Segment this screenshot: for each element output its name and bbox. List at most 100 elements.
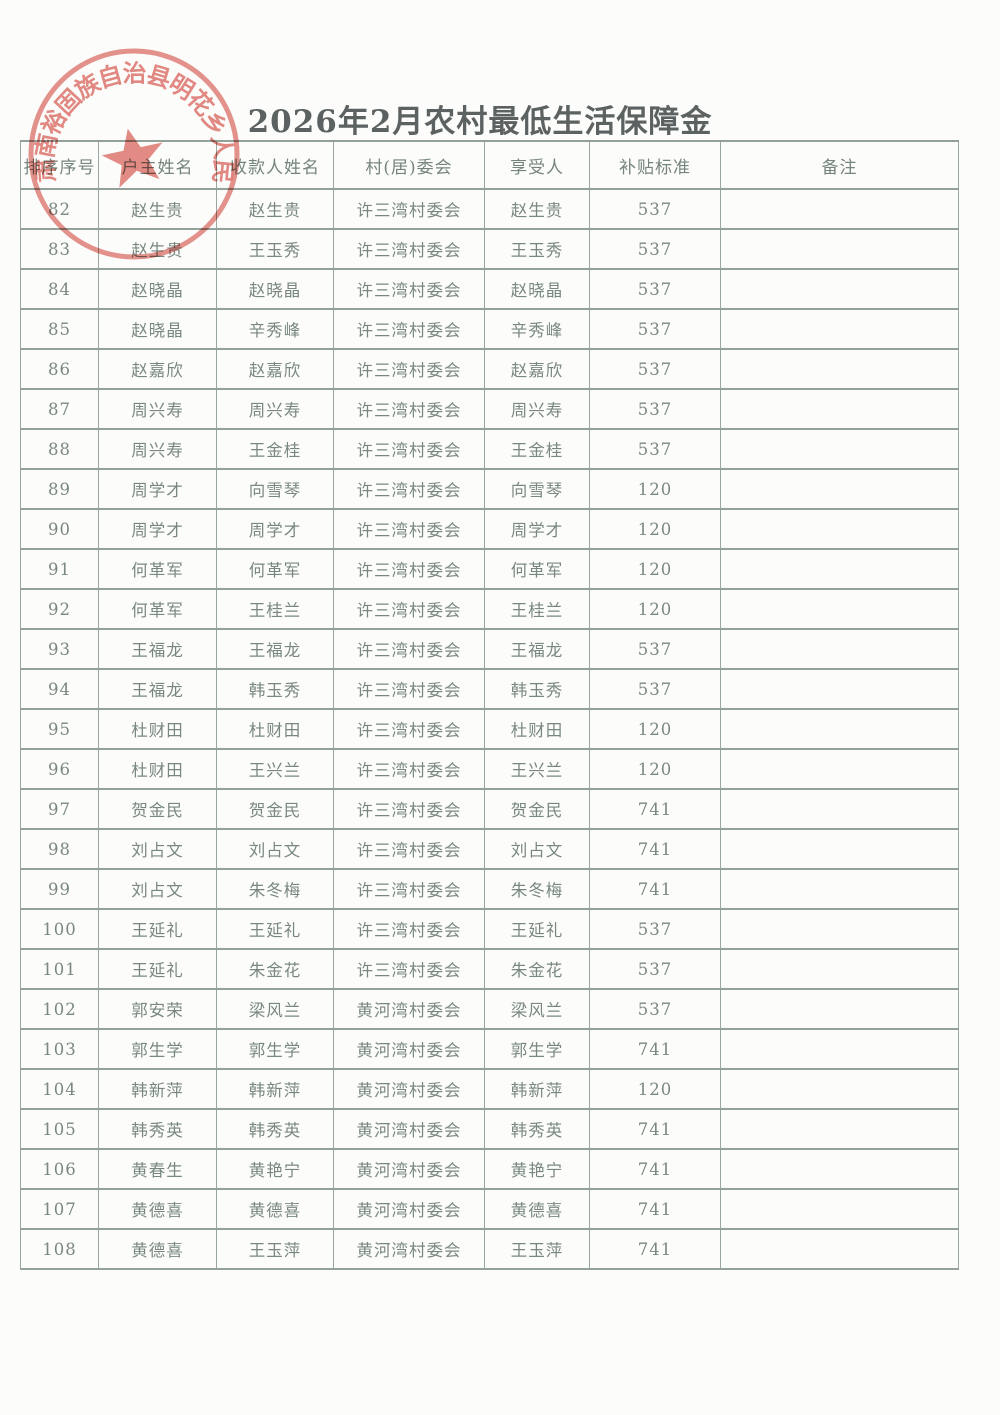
- cell-standard: 120: [589, 468, 721, 510]
- cell-householder: 韩新萍: [98, 1068, 217, 1110]
- cell-remark: [720, 708, 959, 750]
- cell-committee: 许三湾村委会: [333, 948, 485, 990]
- cell-standard: 537: [589, 308, 721, 350]
- cell-remark: [720, 228, 959, 270]
- cell-committee: 许三湾村委会: [333, 548, 485, 590]
- cell-payee: 向雪琴: [216, 468, 334, 510]
- cell-beneficiary: 王金桂: [484, 428, 590, 470]
- cell-beneficiary: 韩玉秀: [484, 668, 590, 710]
- header-remark: 备注: [720, 140, 959, 190]
- cell-householder: 郭安荣: [98, 988, 217, 1030]
- cell-committee: 许三湾村委会: [333, 428, 485, 470]
- cell-householder: 黄春生: [98, 1148, 217, 1190]
- cell-remark: [720, 468, 959, 510]
- cell-standard: 537: [589, 948, 721, 990]
- cell-beneficiary: 王福龙: [484, 628, 590, 670]
- header-householder: 户主姓名: [98, 140, 217, 190]
- cell-standard: 120: [589, 508, 721, 550]
- cell-payee: 王桂兰: [216, 588, 334, 630]
- cell-payee: 韩新萍: [216, 1068, 334, 1110]
- table-row: 104 韩新萍 韩新萍 黄河湾村委会 韩新萍 120: [20, 1068, 959, 1110]
- cell-householder: 周学才: [98, 508, 217, 550]
- cell-seq: 94: [20, 668, 99, 710]
- header-payee: 收款人姓名: [216, 140, 334, 190]
- cell-beneficiary: 韩秀英: [484, 1108, 590, 1150]
- cell-remark: [720, 908, 959, 950]
- table-row: 93 王福龙 王福龙 许三湾村委会 王福龙 537: [20, 628, 959, 670]
- cell-householder: 刘占文: [98, 868, 217, 910]
- cell-beneficiary: 韩新萍: [484, 1068, 590, 1110]
- table-row: 105 韩秀英 韩秀英 黄河湾村委会 韩秀英 741: [20, 1108, 959, 1150]
- cell-seq: 104: [20, 1068, 99, 1110]
- table-row: 102 郭安荣 梁风兰 黄河湾村委会 梁风兰 537: [20, 988, 959, 1030]
- cell-beneficiary: 辛秀峰: [484, 308, 590, 350]
- cell-remark: [720, 828, 959, 870]
- cell-payee: 王延礼: [216, 908, 334, 950]
- cell-beneficiary: 黄德喜: [484, 1188, 590, 1230]
- table-row: 84 赵晓晶 赵晓晶 许三湾村委会 赵晓晶 537: [20, 268, 959, 310]
- cell-seq: 83: [20, 228, 99, 270]
- cell-payee: 赵嘉欣: [216, 348, 334, 390]
- cell-remark: [720, 948, 959, 990]
- cell-committee: 许三湾村委会: [333, 908, 485, 950]
- cell-beneficiary: 王桂兰: [484, 588, 590, 630]
- cell-beneficiary: 向雪琴: [484, 468, 590, 510]
- cell-householder: 杜财田: [98, 708, 217, 750]
- cell-committee: 黄河湾村委会: [333, 1228, 485, 1270]
- table-row: 86 赵嘉欣 赵嘉欣 许三湾村委会 赵嘉欣 537: [20, 348, 959, 390]
- cell-remark: [720, 868, 959, 910]
- header-beneficiary: 享受人: [484, 140, 590, 190]
- cell-standard: 537: [589, 188, 721, 230]
- cell-beneficiary: 王兴兰: [484, 748, 590, 790]
- cell-seq: 102: [20, 988, 99, 1030]
- cell-committee: 黄河湾村委会: [333, 1188, 485, 1230]
- cell-payee: 刘占文: [216, 828, 334, 870]
- cell-seq: 91: [20, 548, 99, 590]
- cell-seq: 108: [20, 1228, 99, 1270]
- cell-committee: 许三湾村委会: [333, 828, 485, 870]
- cell-seq: 107: [20, 1188, 99, 1230]
- cell-seq: 95: [20, 708, 99, 750]
- cell-standard: 741: [589, 1188, 721, 1230]
- cell-payee: 王金桂: [216, 428, 334, 470]
- cell-payee: 韩秀英: [216, 1108, 334, 1150]
- cell-householder: 刘占文: [98, 828, 217, 870]
- cell-payee: 杜财田: [216, 708, 334, 750]
- cell-seq: 84: [20, 268, 99, 310]
- table-row: 94 王福龙 韩玉秀 许三湾村委会 韩玉秀 537: [20, 668, 959, 710]
- cell-householder: 赵生贵: [98, 188, 217, 230]
- cell-beneficiary: 何革军: [484, 548, 590, 590]
- cell-seq: 86: [20, 348, 99, 390]
- cell-remark: [720, 348, 959, 390]
- cell-remark: [720, 268, 959, 310]
- cell-householder: 王延礼: [98, 948, 217, 990]
- cell-standard: 741: [589, 788, 721, 830]
- table-row: 97 贺金民 贺金民 许三湾村委会 贺金民 741: [20, 788, 959, 830]
- table-row: 83 赵生贵 王玉秀 许三湾村委会 王玉秀 537: [20, 228, 959, 270]
- cell-committee: 许三湾村委会: [333, 388, 485, 430]
- cell-seq: 93: [20, 628, 99, 670]
- cell-remark: [720, 548, 959, 590]
- cell-committee: 许三湾村委会: [333, 308, 485, 350]
- cell-standard: 537: [589, 388, 721, 430]
- cell-committee: 许三湾村委会: [333, 708, 485, 750]
- cell-householder: 韩秀英: [98, 1108, 217, 1150]
- table-row: 95 杜财田 杜财田 许三湾村委会 杜财田 120: [20, 708, 959, 750]
- cell-committee: 许三湾村委会: [333, 788, 485, 830]
- cell-payee: 周兴寿: [216, 388, 334, 430]
- cell-remark: [720, 788, 959, 830]
- cell-householder: 赵生贵: [98, 228, 217, 270]
- cell-standard: 537: [589, 268, 721, 310]
- table-row: 103 郭生学 郭生学 黄河湾村委会 郭生学 741: [20, 1028, 959, 1070]
- cell-householder: 郭生学: [98, 1028, 217, 1070]
- cell-householder: 周兴寿: [98, 388, 217, 430]
- table-row: 106 黄春生 黄艳宁 黄河湾村委会 黄艳宁 741: [20, 1148, 959, 1190]
- table-row: 85 赵晓晶 辛秀峰 许三湾村委会 辛秀峰 537: [20, 308, 959, 350]
- cell-householder: 黄德喜: [98, 1228, 217, 1270]
- cell-beneficiary: 王玉秀: [484, 228, 590, 270]
- cell-payee: 朱冬梅: [216, 868, 334, 910]
- cell-committee: 许三湾村委会: [333, 508, 485, 550]
- table-row: 100 王延礼 王延礼 许三湾村委会 王延礼 537: [20, 908, 959, 950]
- cell-standard: 537: [589, 348, 721, 390]
